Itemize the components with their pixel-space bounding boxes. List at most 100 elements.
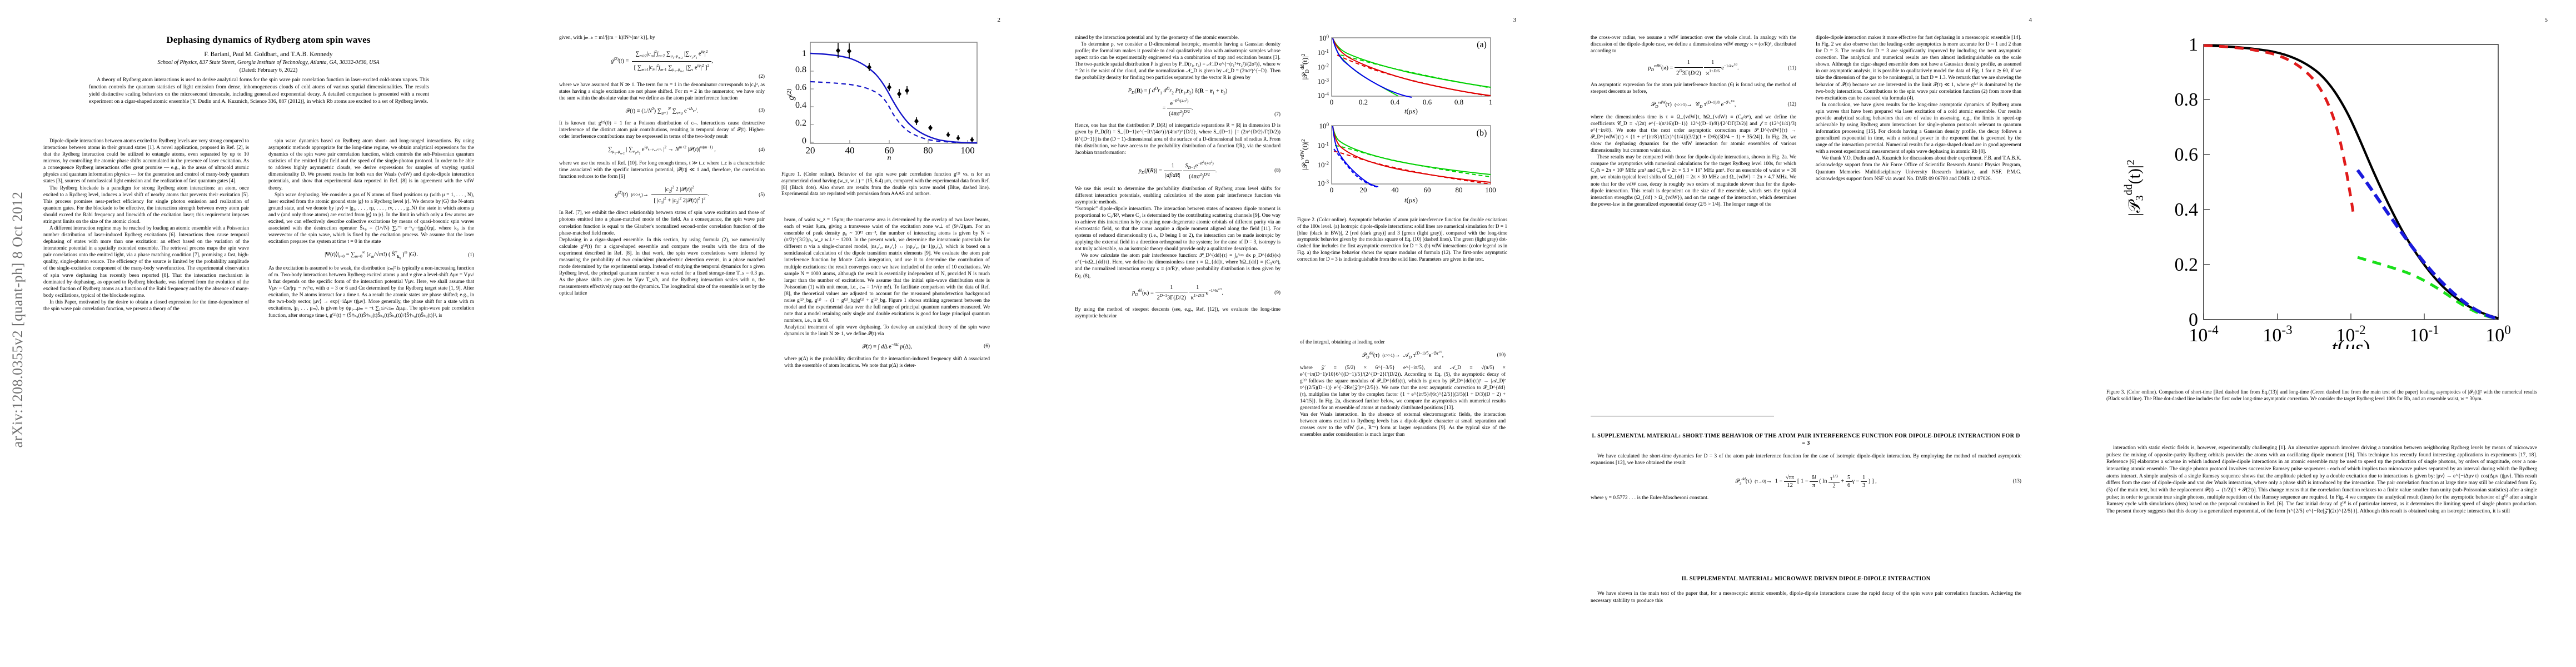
equation-13: 𝒫3dd(τ) (τ→0)→ 1 − √πτ 12 [ 1 − 6i π ( ln … xyxy=(1591,474,2021,490)
curves xyxy=(1332,126,1491,188)
long-time-asymptotic-curve xyxy=(2357,256,2497,320)
paragraph: As the excitation is assumed to be weak,… xyxy=(268,265,474,318)
svg-text:10-3: 10-3 xyxy=(1318,77,1329,86)
equation-11: pDvdW(ϰ) = 1 2D3Γ(D/2) 1 ϰ1+D/6 e−1/4ϰ1/3. … xyxy=(1591,59,1796,77)
svg-text:0: 0 xyxy=(2189,310,2198,330)
equation-number: (3) xyxy=(759,108,765,114)
page5-body: interaction with static electic fields i… xyxy=(2106,445,2537,514)
svg-text:10-1: 10-1 xyxy=(2409,323,2439,346)
double-spin-wave-curve xyxy=(810,81,978,144)
svg-text:100: 100 xyxy=(2485,323,2511,346)
x-axis-ticks: 0 0.2 0.4 0.6 0.8 1 xyxy=(1330,98,1493,106)
svg-text:0.8: 0.8 xyxy=(795,65,806,74)
page-number: 5 xyxy=(2544,17,2548,23)
x-axis-label: t(μs) xyxy=(1404,107,1418,115)
short-time-asymptotic-curve xyxy=(2203,44,2355,213)
equation-number: (13) xyxy=(2012,479,2022,485)
plot-frame xyxy=(1331,125,1491,185)
paragraph: where we use the results of Ref. [10]. F… xyxy=(559,160,765,180)
page-3: 3 mined by the interaction potential and… xyxy=(1032,0,1547,667)
figure-2b-plot: 100 10-1 10-2 10-3 0 20 40 60 80 100 t(μs) |… xyxy=(1299,122,1496,204)
paragraph: We use this result to determine the prob… xyxy=(1075,186,1280,205)
paragraph: A different interaction regime may be re… xyxy=(43,226,249,298)
figure-2a-plot: 100 10-1 10-2 10-3 10-4 0 0.2 0.4 0.6 0.8 1 … xyxy=(1299,34,1493,115)
svg-text:0.2: 0.2 xyxy=(2175,255,2199,275)
section-1-heading: I. SUPPLEMENTAL MATERIAL: SHORT-TIME BEH… xyxy=(1592,433,2020,447)
svg-text:0.2: 0.2 xyxy=(795,118,806,128)
supplemental-section-1: I. SUPPLEMENTAL MATERIAL: SHORT-TIME BEH… xyxy=(1591,432,2021,502)
section-2-body: We have shown in the main text of the pa… xyxy=(1591,590,2021,604)
tick-marks xyxy=(2203,44,2499,320)
page-number: 2 xyxy=(997,17,1001,23)
svg-text:10-2: 10-2 xyxy=(1318,161,1329,169)
run-in-head: “Isotropic” dipole-dipole interaction. xyxy=(1075,206,1153,212)
svg-text:0: 0 xyxy=(1330,186,1334,194)
svg-text:0.6: 0.6 xyxy=(795,83,806,92)
svg-text:100: 100 xyxy=(960,145,975,156)
equation-2: g(2)(t) = ∑m≥2|cm|2jm-2 ∑μ1..μm-2 |∑ν1,ν… xyxy=(559,49,765,79)
page3-right-column: of the integral, obtaining at leading or… xyxy=(1300,339,1506,439)
equation-number: (12) xyxy=(1787,101,1797,107)
svg-text:80: 80 xyxy=(1456,186,1463,194)
paragraph: mined by the interaction potential and b… xyxy=(1075,35,1239,41)
section-1-after: where γ = 0.5772 . . . is the Euler-Masc… xyxy=(1591,495,1709,501)
equation-body: g(2)(t) = ∑m≥2|cm|2jm-2 ∑μ1..μm-2 |∑ν1,ν… xyxy=(611,49,713,73)
svg-text:100: 100 xyxy=(1319,122,1329,130)
page4-left-column: the cross-over radius, we assume a vdW i… xyxy=(1591,34,1796,208)
equation-body: pDvdW(ϰ) = 1 2D3Γ(D/2) 1 ϰ1+D/6 e−1/4ϰ1/3. xyxy=(1648,59,1739,77)
figure-1: 1 0.8 0.6 0.4 0.2 0 20 40 60 80 100 n g(2) xyxy=(781,33,998,197)
run-in-head: Dephasing in a cigar-shaped ensemble. xyxy=(559,237,645,243)
plot-frame xyxy=(1331,37,1491,97)
equation-4: ∑μ1..μm-2 | ∑ν1,ν2 eiφμ1...μm-2ν1ν2 |2 →… xyxy=(559,145,765,156)
svg-text:40: 40 xyxy=(845,145,855,156)
equation-number: (10) xyxy=(1497,352,1506,358)
y-axis-label: |𝒫DvdW(t)|2 xyxy=(1299,139,1310,170)
equation-12: 𝒫DvdW(τ) (τ>>1)→ 𝒞D τ(D−1)/8 e−ℱτ1/4, (1… xyxy=(1591,99,1796,109)
paragraph: We thank Y.O. Dudin and A. Kuzmich for d… xyxy=(1816,156,2021,182)
paragraph: where 𝒵 ≡ (5/2) × 6^{−3/5} e^{−iπ/5}, an… xyxy=(1300,365,1506,411)
x-axis-label: t(μs) xyxy=(2331,336,2370,349)
paragraph-text: The interaction between states of nonzer… xyxy=(1075,206,1280,252)
equation-body: pDdd(κ) = 1 2D−13Γ(D/2) 1 κ1+D/3 e−1/4κ2/3. xyxy=(1132,284,1223,301)
paragraph: Dipole-dipole interactions between atoms… xyxy=(43,138,249,185)
figure-2: 100 10-1 10-2 10-3 10-4 0 0.2 0.4 0.6 0.8 1 … xyxy=(1297,32,1515,263)
paragraph: In conclusion, we have given results for… xyxy=(1816,102,2021,155)
equation-number: (4) xyxy=(759,147,765,153)
paragraph: Dephasing in a cigar-shaped ensemble. In… xyxy=(559,237,765,297)
full-model-curve xyxy=(810,52,978,144)
paragraph: where the dimensionless time is τ ≡ Ω_{v… xyxy=(1591,114,1796,154)
svg-text:0.8: 0.8 xyxy=(1454,98,1463,106)
equation-body: 𝒫Ddd(τ) (τ>>1)→ 𝒜D τ(D−1)/5e−ℬτ2/5, xyxy=(1362,350,1444,360)
paragraph: We now calculate the atom pair interfere… xyxy=(1075,253,1280,279)
equation-body: PD(R) = ∫ dDr1 dDr2 P(r1,r2) δ(R − r1 + … xyxy=(1128,86,1228,117)
equation-number: (5) xyxy=(759,192,765,198)
equation-3: 𝒫(t) ≡ (1/N2) ∑μ=1N ∑ν≠μ e−iΔμνt. (3) xyxy=(559,106,765,116)
equation-number: (1) xyxy=(468,252,474,258)
figure-3-plot: 1 0.8 0.6 0.4 0.2 0 10-4 10-3 10-2 10-1 xyxy=(2122,34,2511,349)
paragraph: Van der Waals interaction. In the absenc… xyxy=(1300,411,1506,438)
curves xyxy=(1332,38,1491,98)
affiliation: School of Physics, 837 State Street, Geo… xyxy=(157,59,380,66)
paragraph: given, with jₘ₋ₖ ≡ m!/[(m − k)!N^{m+k}],… xyxy=(559,35,655,41)
y-axis-ticks: 1 0.8 0.6 0.4 0.2 0 xyxy=(795,49,806,146)
svg-text:20: 20 xyxy=(806,145,815,156)
equation-6: 𝒫(t) ≡ ∫ dΔ e−iΔt p(Δ), (6) xyxy=(784,342,990,351)
equation-10: 𝒫Ddd(τ) (τ>>1)→ 𝒜D τ(D−1)/5e−ℬτ2/5, (10) xyxy=(1300,350,1506,360)
svg-text:1: 1 xyxy=(2189,34,2198,55)
svg-text:60: 60 xyxy=(1424,186,1431,194)
svg-text:0.6: 0.6 xyxy=(2175,145,2199,165)
equation-9: pDdd(κ) = 1 2D−13Γ(D/2) 1 κ1+D/3 e−1/4κ2/3.… xyxy=(1075,284,1280,302)
first-order-correction-curve xyxy=(2356,169,2498,320)
svg-text:0: 0 xyxy=(802,136,806,146)
figure-3-caption: Figure 3. (Color online). Comparison of … xyxy=(2106,389,2537,401)
paragraph: It is known that g⁽²⁾(0) = 1 for a Poiss… xyxy=(559,120,765,140)
svg-text:0.6: 0.6 xyxy=(1423,98,1432,106)
svg-text:100: 100 xyxy=(1319,34,1329,42)
page2-left-column: given, with jₘ₋ₖ ≡ m!/[(m − k)!N^{m+k}],… xyxy=(559,34,765,297)
figure-1-plot: 1 0.8 0.6 0.4 0.2 0 20 40 60 80 100 n g(2) xyxy=(786,42,978,161)
page-number: 4 xyxy=(2029,17,2032,23)
equation-body: pD(f(R)) = 1 |df/dR| SD−1e−R2/(4σ2) (4πσ2)… xyxy=(1138,160,1217,180)
equation-body: g(2)(t) (t>>tc)→ |c2|2 2 |𝒫(t)|2[ |c1|2 … xyxy=(615,185,709,205)
y-axis-label: |𝒫Ddd(t)|2 xyxy=(1299,54,1310,80)
x-axis-ticks: 20 40 60 80 100 xyxy=(806,145,975,156)
